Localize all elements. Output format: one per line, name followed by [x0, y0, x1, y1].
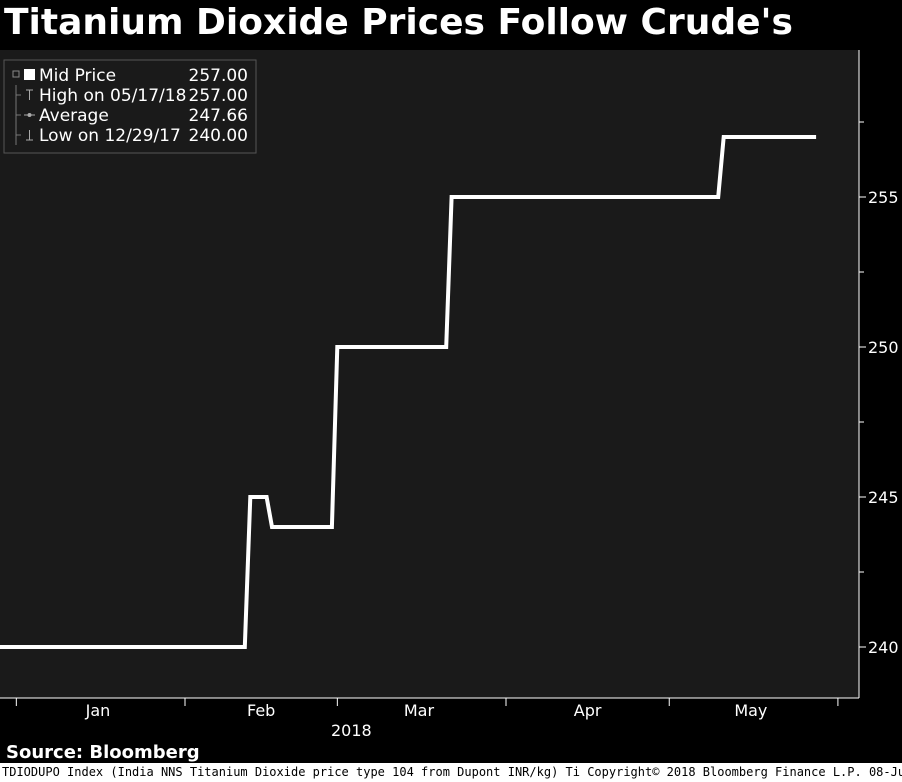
legend-item: Mid Price 257.00 [12, 66, 248, 86]
legend-value: 257.00 [189, 66, 248, 86]
y-tick-label: 245 [868, 488, 899, 507]
chart-title: Titanium Dioxide Prices Follow Crude's [4, 2, 793, 43]
x-tick-label: May [734, 701, 767, 720]
source-note: Source: Bloomberg [6, 742, 200, 763]
legend-label: Low on 12/29/17 [39, 126, 181, 146]
x-tick-label: Mar [404, 701, 435, 720]
legend-box [3, 59, 257, 154]
high-marker-icon [15, 85, 33, 105]
x-tick-label: Jan [85, 701, 111, 720]
mid-price-line [0, 135, 817, 649]
y-tick-label: 240 [868, 638, 899, 657]
legend-item: High on 05/17/18 257.00 [15, 85, 248, 106]
plot-area [0, 50, 859, 698]
x-tick-label: Feb [247, 701, 275, 720]
legend-label: Average [39, 106, 109, 126]
legend-item: Low on 12/29/17 240.00 [15, 125, 248, 146]
filled-square-icon [12, 69, 35, 80]
legend-label: Mid Price [39, 66, 116, 86]
legend-label: High on 05/17/18 [39, 86, 186, 106]
legend-value: 240.00 [189, 126, 248, 146]
y-tick-label: 255 [868, 188, 899, 207]
y-axis: 240 245 250 255 [858, 50, 899, 698]
footer-copyright: TDIODUPO Index (India NNS Titanium Dioxi… [0, 763, 902, 782]
y-tick-label: 250 [868, 338, 899, 357]
average-marker-icon [15, 105, 35, 125]
legend-value: 257.00 [189, 86, 248, 106]
legend-value: 247.66 [189, 106, 248, 126]
legend-item: Average 247.66 [15, 105, 248, 126]
x-axis: Jan Feb Mar Apr May 2018 [0, 697, 859, 740]
low-marker-icon [15, 125, 33, 145]
x-tick-label: Apr [574, 701, 602, 720]
x-axis-year-label: 2018 [331, 721, 372, 740]
